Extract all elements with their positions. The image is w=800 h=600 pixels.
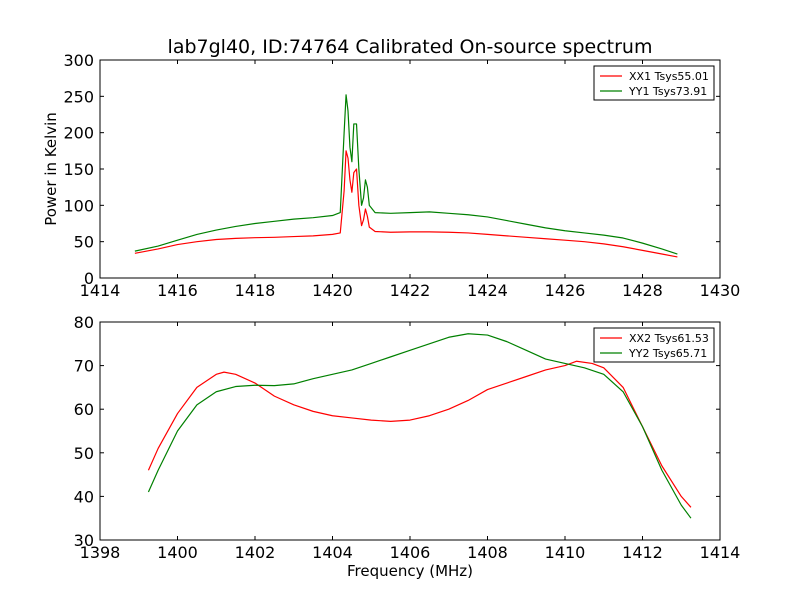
chart-title: lab7gl40, ID:74764 Calibrated On-source … bbox=[168, 36, 653, 58]
x-tick-label: 1422 bbox=[390, 281, 431, 300]
x-tick-label: 1408 bbox=[467, 543, 508, 562]
series-line-1 bbox=[147, 360, 692, 508]
legend-label: YY1 Tsys73.91 bbox=[628, 85, 707, 98]
x-tick-label: 1418 bbox=[235, 281, 276, 300]
y-tick-label: 70 bbox=[74, 357, 94, 376]
y-tick-label: 40 bbox=[74, 487, 94, 506]
x-tick-label: 1430 bbox=[700, 281, 741, 300]
x-tick-label: 1426 bbox=[545, 281, 586, 300]
legend: XX1 Tsys55.01 YY1 Tsys73.91 bbox=[593, 65, 715, 101]
y-tick-label: 50 bbox=[74, 444, 94, 463]
legend-label: YY2 Tsys65.71 bbox=[628, 347, 707, 360]
y-tick-label: 200 bbox=[63, 124, 94, 143]
x-tick-label: 1416 bbox=[157, 281, 198, 300]
series-line-2 bbox=[147, 333, 692, 519]
x-tick-label: 1400 bbox=[157, 543, 198, 562]
x-tick-label: 1428 bbox=[622, 281, 663, 300]
y-tick-label: 50 bbox=[74, 233, 94, 252]
y-tick-label: 0 bbox=[84, 269, 94, 288]
series-line-2 bbox=[134, 94, 678, 255]
x-tick-label: 1410 bbox=[545, 543, 586, 562]
legend-label: XX2 Tsys61.53 bbox=[629, 332, 709, 345]
legend-box bbox=[593, 65, 715, 101]
x-tick-label: 1398 bbox=[80, 543, 121, 562]
x-tick-label: 1404 bbox=[312, 543, 353, 562]
x-axis-label: Frequency (MHz) bbox=[347, 562, 473, 580]
y-tick-label: 60 bbox=[74, 400, 94, 419]
y-tick-label: 30 bbox=[74, 531, 94, 550]
x-tick-label: 1402 bbox=[235, 543, 276, 562]
x-tick-label: 1414 bbox=[80, 281, 121, 300]
legend: XX2 Tsys61.53 YY2 Tsys65.71 bbox=[593, 327, 715, 363]
x-tick-label: 1406 bbox=[390, 543, 431, 562]
x-tick-label: 1414 bbox=[700, 543, 741, 562]
y-tick-label: 150 bbox=[63, 160, 94, 179]
legend-box bbox=[593, 327, 715, 363]
x-tick-label: 1424 bbox=[467, 281, 508, 300]
x-tick-label: 1420 bbox=[312, 281, 353, 300]
top-panel: 1414 1416 1418 1420 1422 1424 1426 1428 1430 0 50 1… bbox=[63, 51, 740, 300]
legend-label: XX1 Tsys55.01 bbox=[629, 70, 709, 83]
y-tick-label: 80 bbox=[74, 313, 94, 332]
y-tick-label: 100 bbox=[63, 196, 94, 215]
bottom-panel: 1398 1400 1402 1404 1406 1408 1410 1412 1414 30 40… bbox=[74, 313, 741, 562]
x-tick-label: 1412 bbox=[622, 543, 663, 562]
y-tick-label: 250 bbox=[63, 87, 94, 106]
y-axis-label: Power in Kelvin bbox=[42, 112, 60, 226]
series-line-1 bbox=[134, 150, 678, 258]
y-tick-label: 300 bbox=[63, 51, 94, 70]
